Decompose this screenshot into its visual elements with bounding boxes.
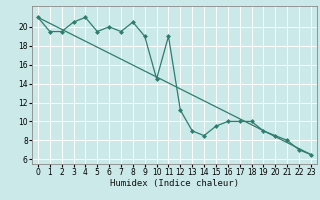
X-axis label: Humidex (Indice chaleur): Humidex (Indice chaleur) <box>110 179 239 188</box>
